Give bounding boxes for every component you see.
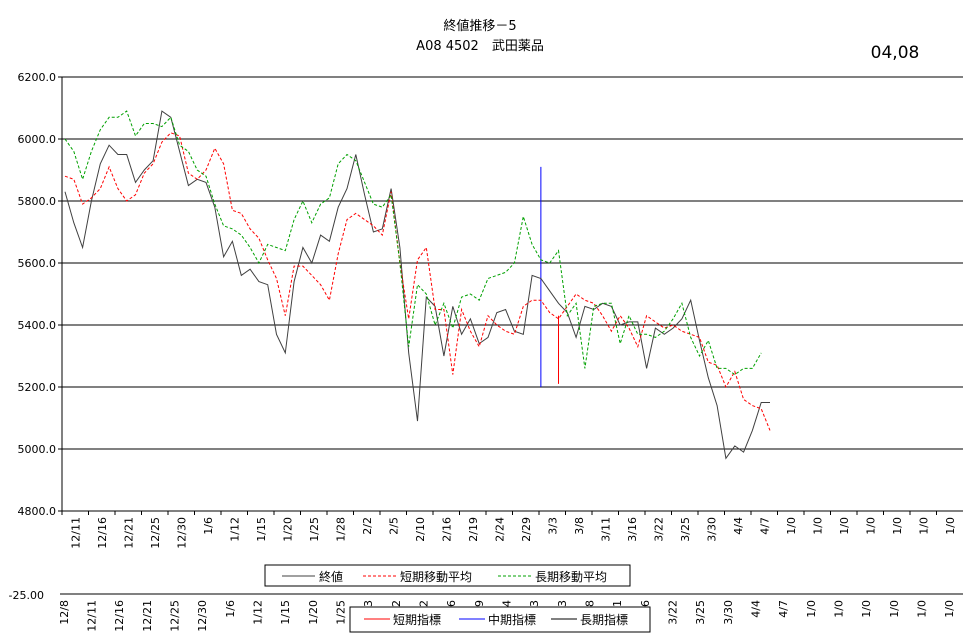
- x-tick-label: 2/2: [361, 517, 374, 535]
- y-tick-label: 4800.0: [18, 505, 57, 518]
- bottom-x-tick-label: 12/11: [86, 600, 99, 632]
- bottom-x-tick-label: 1/0: [943, 600, 956, 618]
- x-tick-label: 12/11: [69, 517, 82, 549]
- bottom-panel-y-label: -25.00: [9, 589, 44, 602]
- x-tick-label: 1/0: [917, 517, 930, 535]
- x-tick-label: 1/6: [202, 517, 215, 535]
- bottom-x-tick-label: 1/25: [335, 600, 348, 625]
- chart-subtitle: A08 4502 武田薬品: [416, 39, 544, 54]
- bottom-x-tick-label: 12/21: [141, 600, 154, 632]
- x-tick-label: 1/0: [811, 517, 824, 535]
- x-tick-label: 1/0: [864, 517, 877, 535]
- x-tick-label: 1/25: [308, 517, 321, 542]
- date-code: 04,08: [871, 43, 920, 63]
- legend-top: 終値 短期移動平均 長期移動平均: [264, 564, 631, 587]
- x-tick-label: 3/3: [546, 517, 559, 535]
- y-tick-label: 5400.0: [18, 319, 57, 332]
- x-tick-label: 12/16: [96, 517, 109, 549]
- chart-title: 終値推移－5: [443, 18, 516, 34]
- bottom-x-tick-label: 6: [445, 600, 458, 607]
- bottom-x-tick-label: 4/4: [750, 600, 763, 618]
- bottom-x-tick-label: 1/6: [224, 600, 237, 618]
- bottom-x-tick-label: 9: [473, 600, 486, 607]
- bottom-x-tick-label: 2: [418, 600, 431, 607]
- x-tick-label: 4/7: [758, 517, 771, 535]
- bottom-x-tick-label: 1/20: [307, 600, 320, 625]
- bottom-x-tick-label: 1/0: [805, 600, 818, 618]
- bottom-x-tick-label: 8: [584, 600, 597, 607]
- x-tick-label: 12/30: [175, 517, 188, 549]
- x-tick-label: 2/5: [387, 517, 400, 535]
- x-tick-label: 2/24: [493, 517, 506, 542]
- bottom-x-tick-label: 12/30: [196, 600, 209, 632]
- x-tick-label: 1/0: [891, 517, 904, 535]
- legend-bottom-box: [349, 606, 651, 633]
- series-layer: [64, 110, 771, 460]
- y-tick-label: 5800.0: [18, 195, 57, 208]
- x-tick-label: 1/20: [281, 517, 294, 542]
- x-tick-label: 3/8: [573, 517, 586, 535]
- legend-label-close: 終値: [319, 569, 343, 584]
- x-tick-label: 2/29: [520, 517, 533, 542]
- bottom-x-tick-label: 1/0: [833, 600, 846, 618]
- bottom-x-tick-label: 3/22: [667, 600, 680, 625]
- x-axis: 12/11 12/16 12/21 12/25 12/30 1/6 1/12 1/15 1/20…: [61, 510, 963, 549]
- x-tick-label: 2/10: [414, 517, 427, 542]
- grid-layer: [62, 76, 963, 450]
- series-line-0: [64, 110, 770, 460]
- legend-label-long-indicator: 長期指標: [580, 612, 628, 627]
- x-tick-label: 4/4: [732, 517, 745, 535]
- series-line-1: [64, 132, 771, 431]
- bottom-x-tick-label: 1/0: [888, 600, 901, 618]
- marker-layer: [540, 166, 559, 387]
- bottom-x-tick-label: 4/7: [777, 600, 790, 618]
- x-tick-label: 12/25: [149, 517, 162, 549]
- y-tick-label: 5600.0: [18, 257, 57, 270]
- x-tick-label: 1/12: [228, 517, 241, 542]
- series-line-2: [64, 110, 762, 376]
- bottom-x-tick-label: 3/25: [694, 600, 707, 625]
- bottom-x-tick-label: 3: [556, 600, 569, 607]
- legend-bottom: 短期指標 中期指標 長期指標: [349, 606, 651, 633]
- x-tick-label: 3/30: [705, 517, 718, 542]
- bottom-x-tick-label: 1/0: [916, 600, 929, 618]
- x-tick-label: 2/19: [467, 517, 480, 542]
- bottom-x-tick-label: 1/0: [860, 600, 873, 618]
- x-tick-label: 1/0: [944, 517, 957, 535]
- bottom-x-tick-label: 3: [362, 600, 375, 607]
- legend-label-mid-indicator: 中期指標: [488, 612, 536, 627]
- y-tick-label: 5200.0: [18, 381, 57, 394]
- bottom-x-tick-label: 2: [390, 600, 403, 607]
- x-tick-label: 3/16: [626, 517, 639, 542]
- x-tick-label: 2/16: [440, 517, 453, 542]
- legend-label-long-ma: 長期移動平均: [535, 570, 607, 584]
- y-axis: 6200.0 6000.0 5800.0 5600.0 5400.0 5200.0 5000…: [18, 71, 63, 518]
- bottom-x-tick-label: 4: [501, 600, 514, 607]
- x-tick-label: 3/11: [599, 517, 612, 542]
- x-tick-label: 3/25: [679, 517, 692, 542]
- x-tick-label: 3/22: [652, 517, 665, 542]
- x-tick-label: 1/15: [255, 517, 268, 542]
- bottom-x-tick-label: 1/15: [279, 600, 292, 625]
- y-tick-label: 6000.0: [18, 133, 57, 146]
- x-tick-label: 1/0: [838, 517, 851, 535]
- legend-label-short-indicator: 短期指標: [393, 612, 441, 627]
- legend-label-short-ma: 短期移動平均: [400, 570, 472, 584]
- y-tick-label: 5000.0: [18, 443, 57, 456]
- x-tick-label: 1/28: [334, 517, 347, 542]
- x-tick-label: 12/21: [122, 517, 135, 549]
- bottom-x-tick-label: 12/8: [58, 600, 71, 625]
- y-tick-label: 6200.0: [18, 71, 57, 84]
- bottom-x-tick-label: 1: [611, 600, 624, 607]
- bottom-x-tick-label: 12/25: [169, 600, 182, 632]
- bottom-x-tick-label: 12/16: [113, 600, 126, 632]
- x-tick-label: 1/0: [785, 517, 798, 535]
- bottom-x-tick-label: 1/12: [252, 600, 265, 625]
- bottom-x-tick-label: 3: [528, 600, 541, 607]
- bottom-x-tick-label: 3/30: [722, 600, 735, 625]
- legend-top-box: [264, 564, 631, 587]
